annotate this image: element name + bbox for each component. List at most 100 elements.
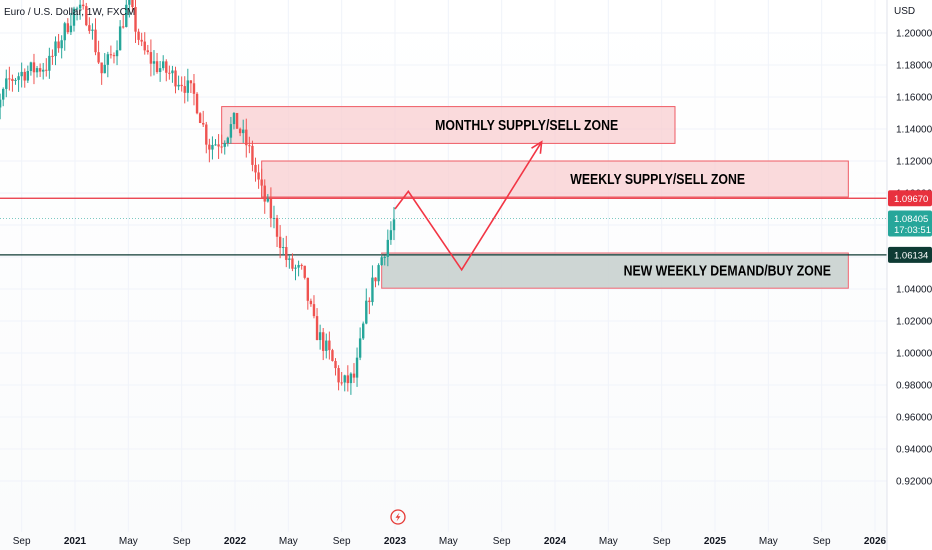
candle-body bbox=[180, 84, 183, 87]
candle-body bbox=[300, 264, 303, 266]
y-tick-label: 0.96000 bbox=[896, 413, 932, 424]
candle-body bbox=[331, 350, 334, 361]
candle-body bbox=[5, 78, 8, 89]
candle-body bbox=[291, 258, 294, 269]
candle-body bbox=[140, 39, 143, 42]
candle-body bbox=[78, 4, 82, 9]
candle-body bbox=[171, 70, 174, 74]
candle-body bbox=[238, 128, 242, 134]
x-tick-label: 2024 bbox=[544, 536, 567, 547]
countdown-label: 17:03:51 bbox=[894, 225, 931, 236]
x-tick-label: Sep bbox=[653, 536, 671, 547]
candle-body bbox=[383, 256, 386, 258]
y-tick-label: 1.20000 bbox=[896, 29, 932, 40]
x-tick-label: Sep bbox=[173, 536, 191, 547]
candle-body bbox=[318, 332, 322, 341]
candles-layer bbox=[0, 0, 396, 395]
candle-body bbox=[0, 99, 2, 108]
y-tick-label: 1.12000 bbox=[896, 157, 932, 168]
candle-body bbox=[328, 340, 331, 351]
candle-body bbox=[343, 375, 346, 383]
candle-body bbox=[346, 375, 350, 384]
y-tick-label: 0.98000 bbox=[896, 381, 932, 392]
candle-body bbox=[112, 55, 116, 57]
y-tick-label: 1.02000 bbox=[896, 317, 932, 328]
candle-body bbox=[217, 144, 220, 147]
candle-body bbox=[232, 112, 236, 125]
candle-body bbox=[285, 247, 288, 260]
candle-body bbox=[377, 265, 380, 282]
candle-body bbox=[131, 0, 134, 8]
x-tick-label: May bbox=[279, 536, 298, 547]
y-tick-label: 0.92000 bbox=[896, 477, 932, 488]
candle-body bbox=[235, 112, 239, 129]
x-tick-label: Sep bbox=[333, 536, 351, 547]
candle-body bbox=[137, 31, 140, 40]
candle-body bbox=[134, 7, 137, 32]
candle-body bbox=[272, 217, 276, 219]
candle-body bbox=[229, 124, 233, 138]
candle-body bbox=[355, 357, 359, 378]
candle-body bbox=[125, 4, 128, 27]
candle-body bbox=[189, 80, 193, 84]
resistance-price-label: 1.09670 bbox=[894, 194, 928, 205]
candle-body bbox=[35, 68, 39, 73]
candle-body bbox=[211, 145, 214, 150]
x-tick-label: May bbox=[759, 536, 778, 547]
candle-body bbox=[38, 68, 42, 72]
candle-body bbox=[322, 332, 325, 351]
x-tick-label: 2023 bbox=[384, 536, 407, 547]
candle-body bbox=[20, 71, 23, 77]
candle-body bbox=[91, 29, 94, 31]
candle-body bbox=[278, 236, 282, 248]
candle-body bbox=[109, 54, 113, 56]
x-tick-label: 2021 bbox=[64, 536, 87, 547]
candle-body bbox=[29, 62, 33, 71]
y-tick-label: 1.16000 bbox=[896, 93, 932, 104]
zone-label-weekly-supply: WEEKLY SUPPLY/SELL ZONE bbox=[570, 171, 745, 187]
zone-labels-layer: MONTHLY SUPPLY/SELL ZONE WEEKLY SUPPLY/SE… bbox=[435, 117, 831, 279]
candle-body bbox=[88, 25, 91, 31]
candle-body bbox=[254, 164, 257, 173]
candle-body bbox=[17, 76, 20, 80]
candle-body bbox=[309, 300, 313, 305]
projection-arrow bbox=[394, 140, 543, 272]
candle-body bbox=[122, 26, 125, 28]
candle-body bbox=[389, 230, 393, 240]
candle-body bbox=[282, 247, 285, 249]
candle-body bbox=[337, 368, 340, 383]
x-tick-label: Sep bbox=[813, 536, 831, 547]
candle-body bbox=[198, 113, 202, 123]
candle-body bbox=[245, 129, 248, 146]
candle-body bbox=[242, 129, 245, 134]
candle-body bbox=[362, 323, 365, 339]
candle-body bbox=[315, 316, 319, 341]
arrowhead-icon bbox=[531, 140, 543, 154]
candle-body bbox=[334, 360, 337, 369]
candle-body bbox=[186, 80, 190, 93]
candle-body bbox=[223, 143, 226, 147]
candle-body bbox=[66, 23, 70, 33]
candle-body bbox=[288, 258, 291, 260]
candle-body bbox=[103, 64, 106, 74]
x-axis[interactable]: Sep 2021 May Sep 2022 May Sep 2023 May Sep 2024 May… bbox=[13, 536, 887, 547]
current-price-tag bbox=[888, 210, 932, 237]
candle-body bbox=[183, 86, 186, 93]
tradingview-logo-icon[interactable] bbox=[390, 509, 406, 525]
x-tick-label: Sep bbox=[13, 536, 31, 547]
candle-body bbox=[32, 62, 36, 73]
candle-body bbox=[14, 79, 17, 81]
candle-body bbox=[162, 61, 165, 69]
candle-body bbox=[266, 198, 270, 202]
candle-body bbox=[177, 84, 180, 87]
candle-body bbox=[54, 41, 57, 57]
x-tick-label: May bbox=[439, 536, 458, 547]
candle-body bbox=[57, 41, 60, 49]
candle-body bbox=[195, 93, 199, 114]
zone-monthly-supply bbox=[221, 106, 676, 144]
projection-path bbox=[394, 141, 543, 272]
candle-body bbox=[263, 185, 266, 202]
y-tick-label: 0.94000 bbox=[896, 445, 932, 456]
